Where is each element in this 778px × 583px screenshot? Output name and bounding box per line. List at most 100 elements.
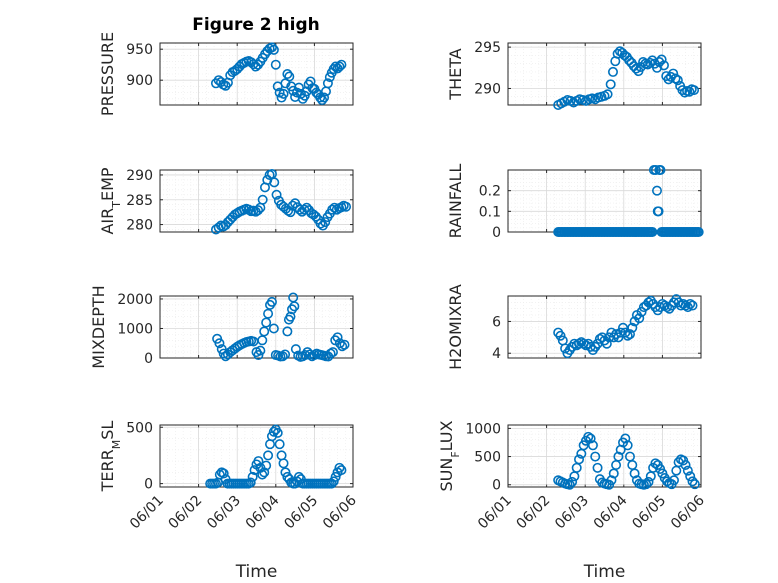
sun-flux-x-tick-label: 06/04	[591, 492, 631, 532]
mixdepth-axes-frame	[159, 295, 354, 359]
mixdepth-data-point	[268, 323, 279, 334]
sun-flux-y-tick-label: 1000	[465, 421, 501, 437]
h2omixra-data-point	[687, 300, 698, 311]
sun-flux-data-point	[680, 460, 691, 471]
terr-msl-data-point	[272, 427, 283, 438]
pressure-data-point	[284, 71, 295, 82]
sun-flux-data-point	[574, 454, 585, 465]
mixdepth-data-point	[255, 345, 266, 356]
theta-data-point	[672, 75, 683, 86]
terr-msl-x-tick-label: 06/06	[320, 492, 360, 532]
air-temp-data-point	[320, 217, 331, 228]
mixdepth-data-point	[290, 344, 301, 355]
rainfall-axes	[507, 169, 702, 233]
h2omixra-data-point	[569, 338, 580, 349]
terr-msl-data-point	[334, 462, 345, 473]
air-temp-data-point	[269, 177, 280, 188]
pressure-data-point	[336, 59, 347, 70]
h2omixra-data-point	[636, 306, 647, 317]
mixdepth-subplot: 0 1000 2000 MIXDEPTH	[89, 285, 354, 369]
pressure-axes-frame	[159, 42, 354, 106]
pressure-data-point	[282, 69, 293, 80]
theta-data-point	[670, 73, 681, 84]
air-temp-data-point	[285, 207, 296, 218]
terr-msl-y-axis-label: TERRMSL	[98, 421, 123, 493]
mixdepth-y-axis-label: MIXDEPTH	[89, 285, 108, 368]
rainfall-data-point	[655, 165, 666, 176]
mixdepth-data-point	[257, 335, 268, 346]
sun-flux-data-point	[687, 476, 698, 487]
air-temp-data-point	[341, 201, 352, 212]
mixdepth-data-point	[214, 338, 225, 349]
mixdepth-data-point	[261, 317, 272, 328]
sun-flux-data-point	[606, 475, 617, 486]
rainfall-data-point	[653, 206, 664, 217]
theta-data-point	[668, 68, 679, 79]
h2omixra-data-point	[606, 327, 617, 338]
sun-flux-data-point	[643, 476, 654, 487]
theta-data-point	[631, 63, 642, 74]
mixdepth-data-point	[263, 308, 274, 319]
air-temp-data-point	[257, 194, 268, 205]
rainfall-data-point	[647, 227, 658, 238]
mixdepth-data-point	[309, 350, 320, 361]
mixdepth-data-point	[280, 349, 291, 360]
terr-msl-data-point	[261, 460, 272, 471]
air-temp-axes-frame	[159, 169, 354, 233]
air-temp-y-tick-label: 285	[126, 193, 153, 209]
terr-msl-data-point	[330, 471, 341, 482]
h2omixra-data-point	[618, 322, 629, 333]
rainfall-y-tick-label: 0.1	[479, 204, 501, 220]
theta-data-point	[645, 57, 656, 68]
pressure-data-point	[270, 59, 281, 70]
terr-msl-data-point	[336, 465, 347, 476]
terr-msl-data-point	[263, 450, 274, 461]
mixdepth-y-tick-label: 0	[144, 351, 153, 367]
air-temp-data-point	[327, 204, 338, 215]
pressure-data-point	[317, 95, 328, 106]
h2omixra-y-axis-label: H2OMIXRA	[446, 284, 465, 370]
pressure-y-axis-label: PRESSURE	[98, 32, 117, 116]
terr-msl-data-point	[278, 458, 289, 469]
air-temp-y-axis-label: AIRTEMP	[98, 167, 123, 234]
terr-msl-x-axis-label: Time	[235, 562, 278, 582]
h2omixra-data-point	[613, 332, 624, 343]
h2omixra-subplot: 4 6 H2OMIXRA	[446, 284, 702, 370]
terr-msl-data-point	[259, 467, 270, 478]
pressure-y-tick-label: 950	[126, 42, 153, 58]
pressure-data-point	[268, 44, 279, 55]
sun-flux-data-point	[682, 465, 693, 476]
terr-msl-data-point	[218, 468, 229, 479]
pressure-data-point	[293, 82, 304, 93]
terr-msl-x-tick-label: 06/03	[204, 493, 244, 533]
pressure-data-point	[334, 61, 345, 72]
sun-flux-data-point	[685, 471, 696, 482]
h2omixra-data-point	[680, 300, 691, 311]
h2omixra-data-point	[627, 322, 638, 333]
pressure-subplot: 900 950 PRESSURE	[98, 32, 354, 116]
terr-msl-data-point	[245, 477, 256, 488]
terr-msl-x-tick-label: 06/05	[281, 493, 321, 533]
sun-flux-data-point	[641, 479, 652, 490]
air-temp-data-point	[253, 205, 264, 216]
sun-flux-data-point	[622, 440, 633, 451]
mixdepth-data-point	[277, 351, 288, 362]
rainfall-data-point	[693, 227, 704, 238]
air-temp-data-point	[315, 218, 326, 229]
terr-msl-data-point	[253, 456, 264, 467]
theta-data-point	[605, 79, 616, 90]
rainfall-subplot: 0 0.1 0.2 RAINFALL	[446, 164, 704, 241]
mixdepth-data-point	[337, 341, 348, 352]
terr-msl-data-point	[247, 471, 258, 482]
h2omixra-data-point	[601, 338, 612, 349]
h2omixra-data-point	[560, 343, 571, 354]
sun-flux-data-point	[689, 479, 700, 490]
theta-data-point	[658, 60, 669, 71]
mixdepth-data-point	[287, 304, 298, 315]
theta-data-point	[684, 86, 695, 97]
sun-flux-x-axis-label: Time	[583, 562, 626, 582]
air-temp-data-point	[243, 204, 254, 215]
mixdepth-data-point	[325, 348, 336, 359]
terr-msl-y-tick-label: 0	[144, 477, 153, 493]
